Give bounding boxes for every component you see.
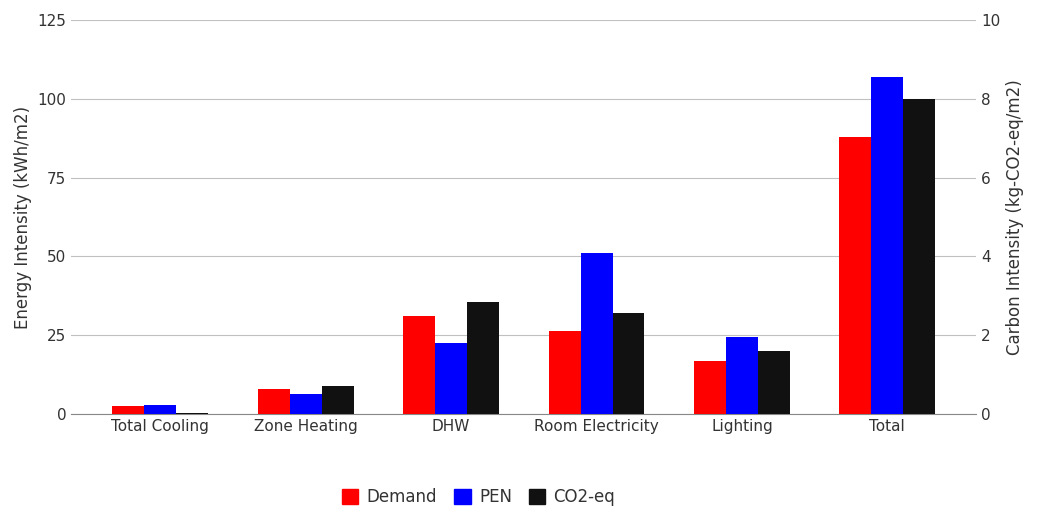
Legend: Demand, PEN, CO2-eq: Demand, PEN, CO2-eq: [335, 482, 622, 513]
Bar: [112, 406, 144, 414]
Bar: [403, 316, 435, 414]
Bar: [726, 337, 758, 414]
Bar: [758, 351, 790, 414]
Bar: [322, 386, 354, 414]
Bar: [257, 389, 290, 414]
Y-axis label: Energy Intensity (kWh/m2): Energy Intensity (kWh/m2): [13, 106, 32, 329]
Bar: [467, 302, 499, 414]
Y-axis label: Carbon Intensity (kg-CO2-eq/m2): Carbon Intensity (kg-CO2-eq/m2): [1006, 79, 1025, 355]
Bar: [144, 405, 176, 414]
Bar: [612, 313, 645, 414]
Bar: [903, 99, 935, 414]
Bar: [580, 253, 612, 414]
Bar: [871, 76, 903, 414]
Bar: [290, 393, 322, 414]
Bar: [435, 343, 467, 414]
Bar: [176, 413, 209, 414]
Bar: [694, 361, 726, 414]
Bar: [548, 331, 580, 414]
Bar: [840, 136, 871, 414]
